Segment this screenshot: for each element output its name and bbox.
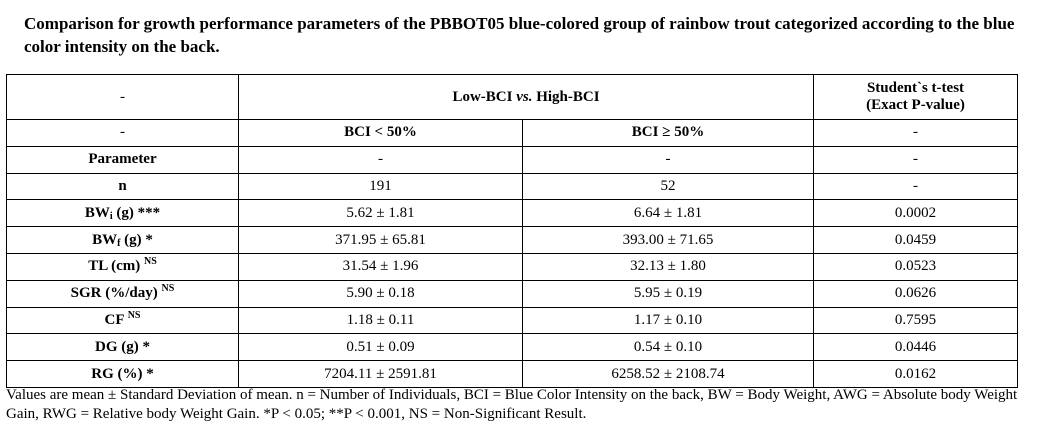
ttest-header: Student`s t-test (Exact P-value) [813,74,1018,120]
row-high-bci-value: 1.17 ± 0.10 [522,306,814,335]
row-high-bci-value: 6258.52 ± 2108.74 [522,360,814,388]
row-high-bci-value: 52 [522,172,814,201]
row-low-bci-value: 31.54 ± 1.96 [238,252,523,281]
table-title: Comparison for growth performance parame… [24,14,1015,56]
parameter-p-dash: - [813,145,1018,174]
row-high-bci-value: 393.00 ± 71.65 [522,226,814,254]
table-row: CF NS 1.18 ± 0.11 1.17 ± 0.10 0.7595 [6,306,1018,335]
row-low-bci-value: 191 [238,172,523,201]
table-row: BWi (g) *** 5.62 ± 1.81 6.64 ± 1.81 0.0002 [6,199,1018,228]
row-parameter-label: BWi (g) *** [6,199,239,228]
table-row: RG (%) * 7204.11 ± 2591.81 6258.52 ± 2108.… [6,360,1018,388]
table-row: TL (cm) NS 31.54 ± 1.96 32.13 ± 1.80 0.0523 [6,252,1018,281]
group-dash-cell: - [6,119,239,147]
group-p-dash: - [813,119,1018,147]
row-low-bci-value: 0.51 ± 0.09 [238,333,523,362]
parameter-high-dash: - [522,145,814,174]
parameter-low-dash: - [238,145,523,174]
row-high-bci-value: 6.64 ± 1.81 [522,199,814,228]
vs-label: vs. [516,88,533,105]
row-low-bci-value: 1.18 ± 0.11 [238,306,523,335]
row-low-bci-value: 7204.11 ± 2591.81 [238,360,523,388]
table-row: SGR (%/day) NS 5.90 ± 0.18 5.95 ± 0.19 0.06… [6,279,1018,308]
parameter-row: Parameter - - - [6,145,1018,174]
row-high-bci-value: 0.54 ± 0.10 [522,333,814,362]
row-low-bci-value: 5.62 ± 1.81 [238,199,523,228]
row-parameter-label: TL (cm) NS [6,252,239,281]
row-high-bci-value: 32.13 ± 1.80 [522,252,814,281]
table-row: n 191 52- [6,172,1018,201]
row-p-value: 0.0626 [813,279,1018,308]
group-row: - BCI < 50% BCI ≥ 50% - [6,119,1018,147]
row-low-bci-value: 371.95 ± 65.81 [238,226,523,254]
table-row: BWf (g) * 371.95 ± 65.81 393.00 ± 71.65 0.0… [6,226,1018,254]
row-parameter-label: BWf (g) * [6,226,239,254]
parameter-label: Parameter [6,145,239,174]
header-dash-cell: - [6,74,239,120]
footnote: Values are mean ± Standard Deviation of … [6,387,1018,422]
row-p-value: 0.7595 [813,306,1018,335]
header-row: - Low-BCI vs. High-BCI Student`s t-test(… [6,74,1018,120]
row-p-value: 0.0459 [813,226,1018,254]
row-low-bci-value: 5.90 ± 0.18 [238,279,523,308]
comparison-header: Low-BCI vs. High-BCI [238,74,814,120]
growth-comparison-table: - Low-BCI vs. High-BCI Student`s t-test(… [6,74,1018,388]
row-parameter-label: DG (g) * [6,333,239,362]
table-row: DG (g) * 0.51 ± 0.09 0.54 ± 0.10 0.0446 [6,333,1018,362]
group-low-label: BCI < 50% [238,119,523,147]
group-high-label: BCI ≥ 50% [522,119,814,147]
row-p-value: 0.0446 [813,333,1018,362]
row-parameter-label: CF NS [6,306,239,335]
row-p-value: 0.0002 [813,199,1018,228]
row-parameter-label: RG (%) * [6,360,239,388]
row-parameter-label: n [6,172,239,201]
row-p-value: 0.0523 [813,252,1018,281]
row-parameter-label: SGR (%/day) NS [6,279,239,308]
row-p-value: - [813,172,1018,201]
row-high-bci-value: 5.95 ± 0.19 [522,279,814,308]
row-p-value: 0.0162 [813,360,1018,388]
